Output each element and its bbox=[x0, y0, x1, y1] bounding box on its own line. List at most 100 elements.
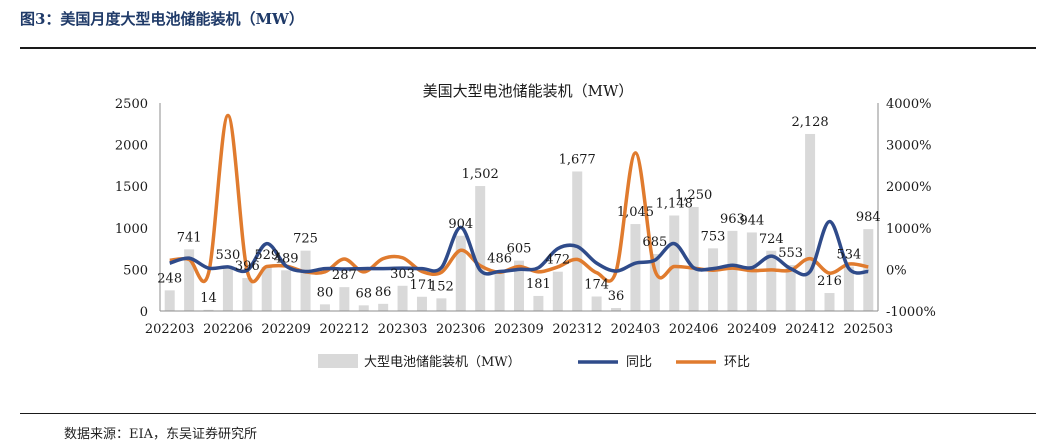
bar bbox=[805, 133, 816, 311]
data-label: 944 bbox=[739, 213, 764, 228]
bottom-rule bbox=[20, 413, 1036, 414]
bar bbox=[339, 287, 350, 311]
chart-title: 美国大型电池储能装机（MW） bbox=[423, 82, 634, 100]
x-tick-label: 202412 bbox=[785, 322, 835, 337]
bar bbox=[475, 186, 486, 311]
yoy-line bbox=[169, 219, 869, 277]
data-label: 216 bbox=[817, 274, 842, 289]
x-tick-label: 202503 bbox=[843, 322, 893, 337]
legend-swatch-bar bbox=[318, 354, 358, 368]
data-label: 1,250 bbox=[675, 188, 712, 203]
data-label: 605 bbox=[507, 242, 532, 257]
data-label: 396 bbox=[235, 259, 260, 274]
data-label: 963 bbox=[720, 212, 745, 227]
legend-label-yoy: 同比 bbox=[626, 355, 652, 370]
bar bbox=[591, 296, 602, 311]
x-tick-label: 202309 bbox=[494, 322, 544, 337]
bar bbox=[533, 295, 544, 311]
bar bbox=[358, 305, 369, 311]
bar bbox=[397, 285, 408, 311]
data-label: 2,128 bbox=[791, 115, 828, 130]
data-label: 152 bbox=[429, 279, 454, 294]
data-label: 287 bbox=[332, 268, 357, 283]
bar bbox=[281, 270, 292, 311]
bar bbox=[514, 260, 524, 311]
bar bbox=[785, 264, 796, 311]
data-label: 36 bbox=[608, 289, 625, 304]
bar bbox=[552, 271, 563, 311]
data-label: 472 bbox=[545, 253, 570, 268]
data-label: 685 bbox=[642, 235, 667, 250]
bar bbox=[300, 250, 311, 311]
bar bbox=[766, 250, 777, 311]
y2-tick-label: 0% bbox=[886, 263, 907, 278]
bar bbox=[649, 254, 660, 311]
mom-line bbox=[169, 113, 869, 284]
data-label: 1,045 bbox=[617, 205, 654, 220]
x-tick-label: 202212 bbox=[320, 322, 370, 337]
y2-tick-label: -1000% bbox=[886, 305, 936, 320]
y2-tick-label: 2000% bbox=[886, 180, 931, 195]
x-tick-label: 202403 bbox=[611, 322, 661, 337]
bar bbox=[494, 270, 505, 311]
bar bbox=[455, 235, 466, 311]
bar bbox=[261, 266, 272, 311]
data-label: 181 bbox=[526, 277, 551, 292]
data-label: 489 bbox=[274, 251, 299, 266]
bar bbox=[727, 230, 738, 311]
bar bbox=[630, 224, 641, 311]
y-tick-label: 500 bbox=[123, 263, 148, 278]
legend-label-bar: 大型电池储能装机（MW） bbox=[364, 355, 521, 370]
y-tick-label: 2000 bbox=[115, 139, 148, 154]
bar bbox=[669, 215, 680, 311]
y2-tick-label: 1000% bbox=[886, 222, 931, 237]
data-label: 904 bbox=[448, 217, 473, 232]
data-label: 86 bbox=[375, 285, 392, 300]
bar bbox=[319, 304, 330, 311]
bar bbox=[688, 207, 699, 311]
bar bbox=[708, 248, 719, 311]
data-label: 14 bbox=[200, 291, 217, 306]
data-label: 741 bbox=[177, 230, 202, 245]
data-label: 1,502 bbox=[462, 167, 499, 182]
data-label: 174 bbox=[584, 278, 609, 293]
bar bbox=[242, 278, 253, 311]
x-tick-label: 202303 bbox=[378, 322, 428, 337]
data-label: 1,677 bbox=[559, 152, 596, 167]
data-label: 725 bbox=[293, 232, 318, 247]
y2-tick-label: 3000% bbox=[886, 139, 931, 154]
data-label: 80 bbox=[317, 285, 334, 300]
x-tick-label: 202306 bbox=[436, 322, 486, 337]
source-note: 数据来源：EIA，东吴证券研究所 bbox=[64, 427, 258, 442]
x-tick-label: 202203 bbox=[145, 322, 195, 337]
data-label: 529 bbox=[254, 248, 279, 263]
bar bbox=[843, 266, 854, 311]
legend-label-mom: 环比 bbox=[724, 355, 750, 370]
y-tick-label: 1000 bbox=[115, 222, 148, 237]
bar bbox=[222, 266, 233, 311]
top-rule bbox=[20, 47, 1036, 49]
y-tick-label: 2500 bbox=[115, 97, 148, 112]
data-label: 530 bbox=[216, 248, 241, 263]
bar bbox=[203, 309, 214, 311]
data-label: 68 bbox=[355, 286, 372, 301]
bar bbox=[164, 290, 175, 311]
y-tick-label: 0 bbox=[140, 305, 148, 320]
bar bbox=[572, 171, 583, 311]
x-tick-label: 202206 bbox=[203, 322, 253, 337]
x-tick-label: 202209 bbox=[261, 322, 311, 337]
bar bbox=[611, 308, 622, 311]
bar bbox=[824, 293, 835, 311]
data-label: 1,148 bbox=[656, 196, 693, 211]
data-label: 724 bbox=[759, 232, 784, 247]
x-tick-label: 202312 bbox=[552, 322, 602, 337]
bar bbox=[184, 249, 195, 311]
x-tick-label: 202409 bbox=[727, 322, 777, 337]
data-label: 303 bbox=[390, 267, 415, 282]
figure-label: 图3：美国月度大型电池储能装机（MW） bbox=[20, 10, 304, 28]
bar bbox=[416, 296, 427, 311]
bar bbox=[436, 298, 447, 311]
data-label: 753 bbox=[701, 229, 726, 244]
data-label: 534 bbox=[836, 248, 861, 263]
